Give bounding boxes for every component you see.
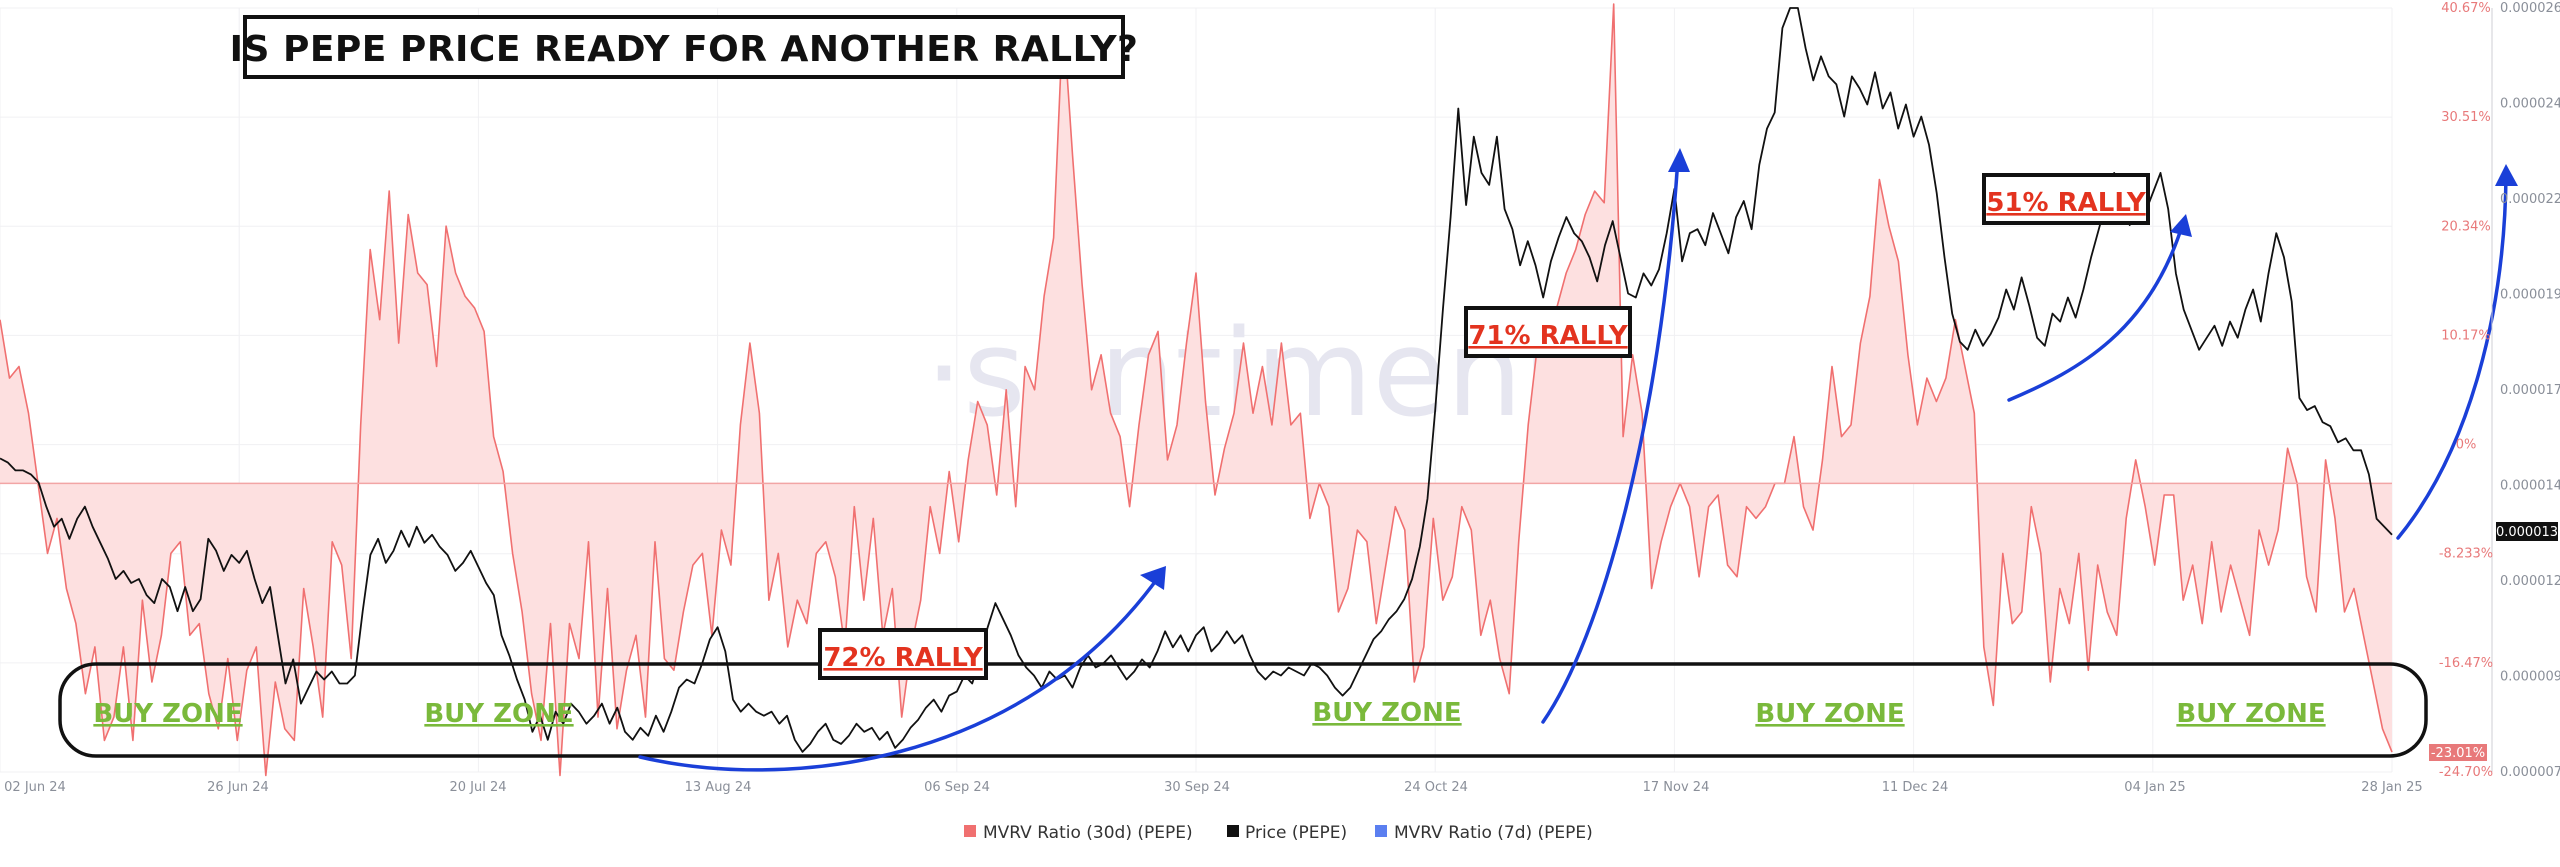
- x-tick-label: 24 Oct 24: [1404, 780, 1468, 795]
- mvrv-tick-label: 0%: [2456, 438, 2477, 453]
- mvrv-tick-label: -16.47%: [2439, 656, 2493, 671]
- x-tick-label: 11 Dec 24: [1882, 780, 1949, 795]
- buy-zone-label-5: BUY ZONE: [2176, 699, 2325, 729]
- rally-arrow-1: [638, 573, 1162, 772]
- price-tick-label: 0.000017: [2500, 383, 2560, 398]
- x-tick-label: 28 Jan 25: [2361, 780, 2422, 795]
- rally-label-3: 51% RALLY: [1982, 173, 2150, 225]
- rally-arrow-head-3: [2170, 214, 2192, 237]
- buy-zone-label-3: BUY ZONE: [1312, 698, 1461, 728]
- legend-swatch-mvrv-30d: [964, 825, 976, 837]
- mvrv-tick-label: 40.67%: [2441, 1, 2491, 16]
- right-axes: 40.67% 30.51% 20.34% 10.17% 0% -8.233% -16.47%…: [2439, 1, 2560, 780]
- x-tick-label: 20 Jul 24: [449, 780, 506, 795]
- price-tick-label: 0.000014: [2500, 479, 2560, 494]
- mvrv-tick-label: 30.51%: [2441, 110, 2491, 125]
- rally-arrow-head-2: [1668, 148, 1690, 172]
- current-price-badge-text: 0.000013: [2496, 525, 2558, 540]
- rally-label-1: 72% RALLY: [818, 628, 988, 680]
- buy-zone-label-4: BUY ZONE: [1755, 699, 1904, 729]
- x-axis: 02 Jun 24 26 Jun 24 20 Jul 24 13 Aug 24 06 S…: [4, 780, 2423, 795]
- rally-arrows: [638, 148, 2518, 772]
- buy-zone-label-2: BUY ZONE: [424, 699, 573, 729]
- x-tick-label: 26 Jun 24: [207, 780, 269, 795]
- rally-arrow-3: [2007, 221, 2185, 402]
- buy-zone-label-1: BUY ZONE: [93, 699, 242, 729]
- rally-label-72: 72% RALLY: [823, 643, 984, 673]
- min-ratio-badge-text: -23.01%: [2431, 746, 2485, 761]
- x-tick-label: 04 Jan 25: [2124, 780, 2185, 795]
- mvrv-tick-label: 10.17%: [2441, 328, 2491, 343]
- price-series: [0, 7, 2393, 753]
- x-tick-label: 17 Nov 24: [1643, 780, 1710, 795]
- x-tick-label: 13 Aug 24: [685, 780, 752, 795]
- mvrv-tick-label: -24.70%: [2439, 765, 2493, 780]
- mvrv-30d-series: [0, 3, 2393, 777]
- rally-arrow-head-4: [2495, 164, 2518, 186]
- current-price-badge: 0.000013: [2496, 522, 2558, 541]
- mvrv-30d-area: [0, 4, 2392, 776]
- legend-swatch-price: [1227, 825, 1239, 837]
- x-tick-label: 30 Sep 24: [1164, 780, 1230, 795]
- price-tick-label: 0.000009: [2500, 670, 2560, 685]
- legend-label-price: Price (PEPE): [1245, 823, 1347, 843]
- price-tick-label: 0.000007: [2500, 765, 2560, 780]
- price-tick-label: 0.000022: [2500, 192, 2560, 207]
- mvrv-tick-label: -8.233%: [2439, 547, 2493, 562]
- price-tick-label: 0.000019: [2500, 288, 2560, 303]
- mvrv-30d-line: [0, 3, 2393, 777]
- legend-label-mvrv-30d: MVRV Ratio (30d) (PEPE): [983, 823, 1193, 843]
- rally-arrow-2: [1541, 156, 1680, 724]
- chart-title: IS PEPE PRICE READY FOR ANOTHER RALLY?: [230, 29, 1139, 70]
- buy-zone-box: [58, 662, 2428, 758]
- price-line: [0, 7, 2393, 753]
- rally-label-2: 71% RALLY: [1464, 306, 1632, 358]
- price-tick-label: 0.000012: [2500, 574, 2560, 589]
- price-tick-label: 0.000026: [2500, 1, 2560, 16]
- legend: MVRV Ratio (30d) (PEPE) Price (PEPE) MVR…: [964, 823, 1593, 843]
- price-tick-label: 0.000024: [2500, 97, 2560, 112]
- mvrv-tick-label: 20.34%: [2441, 219, 2491, 234]
- rally-label-71: 71% RALLY: [1468, 321, 1629, 351]
- rally-arrow-head-1: [1140, 566, 1166, 590]
- legend-swatch-mvrv-7d: [1375, 825, 1387, 837]
- rally-label-51: 51% RALLY: [1986, 188, 2147, 218]
- legend-label-mvrv-7d: MVRV Ratio (7d) (PEPE): [1394, 823, 1593, 843]
- x-tick-label: 06 Sep 24: [924, 780, 990, 795]
- title-box: IS PEPE PRICE READY FOR ANOTHER RALLY?: [230, 15, 1139, 79]
- x-tick-label: 02 Jun 24: [4, 780, 66, 795]
- rally-arrow-4: [2396, 172, 2508, 540]
- min-ratio-badge: -23.01%: [2429, 744, 2487, 761]
